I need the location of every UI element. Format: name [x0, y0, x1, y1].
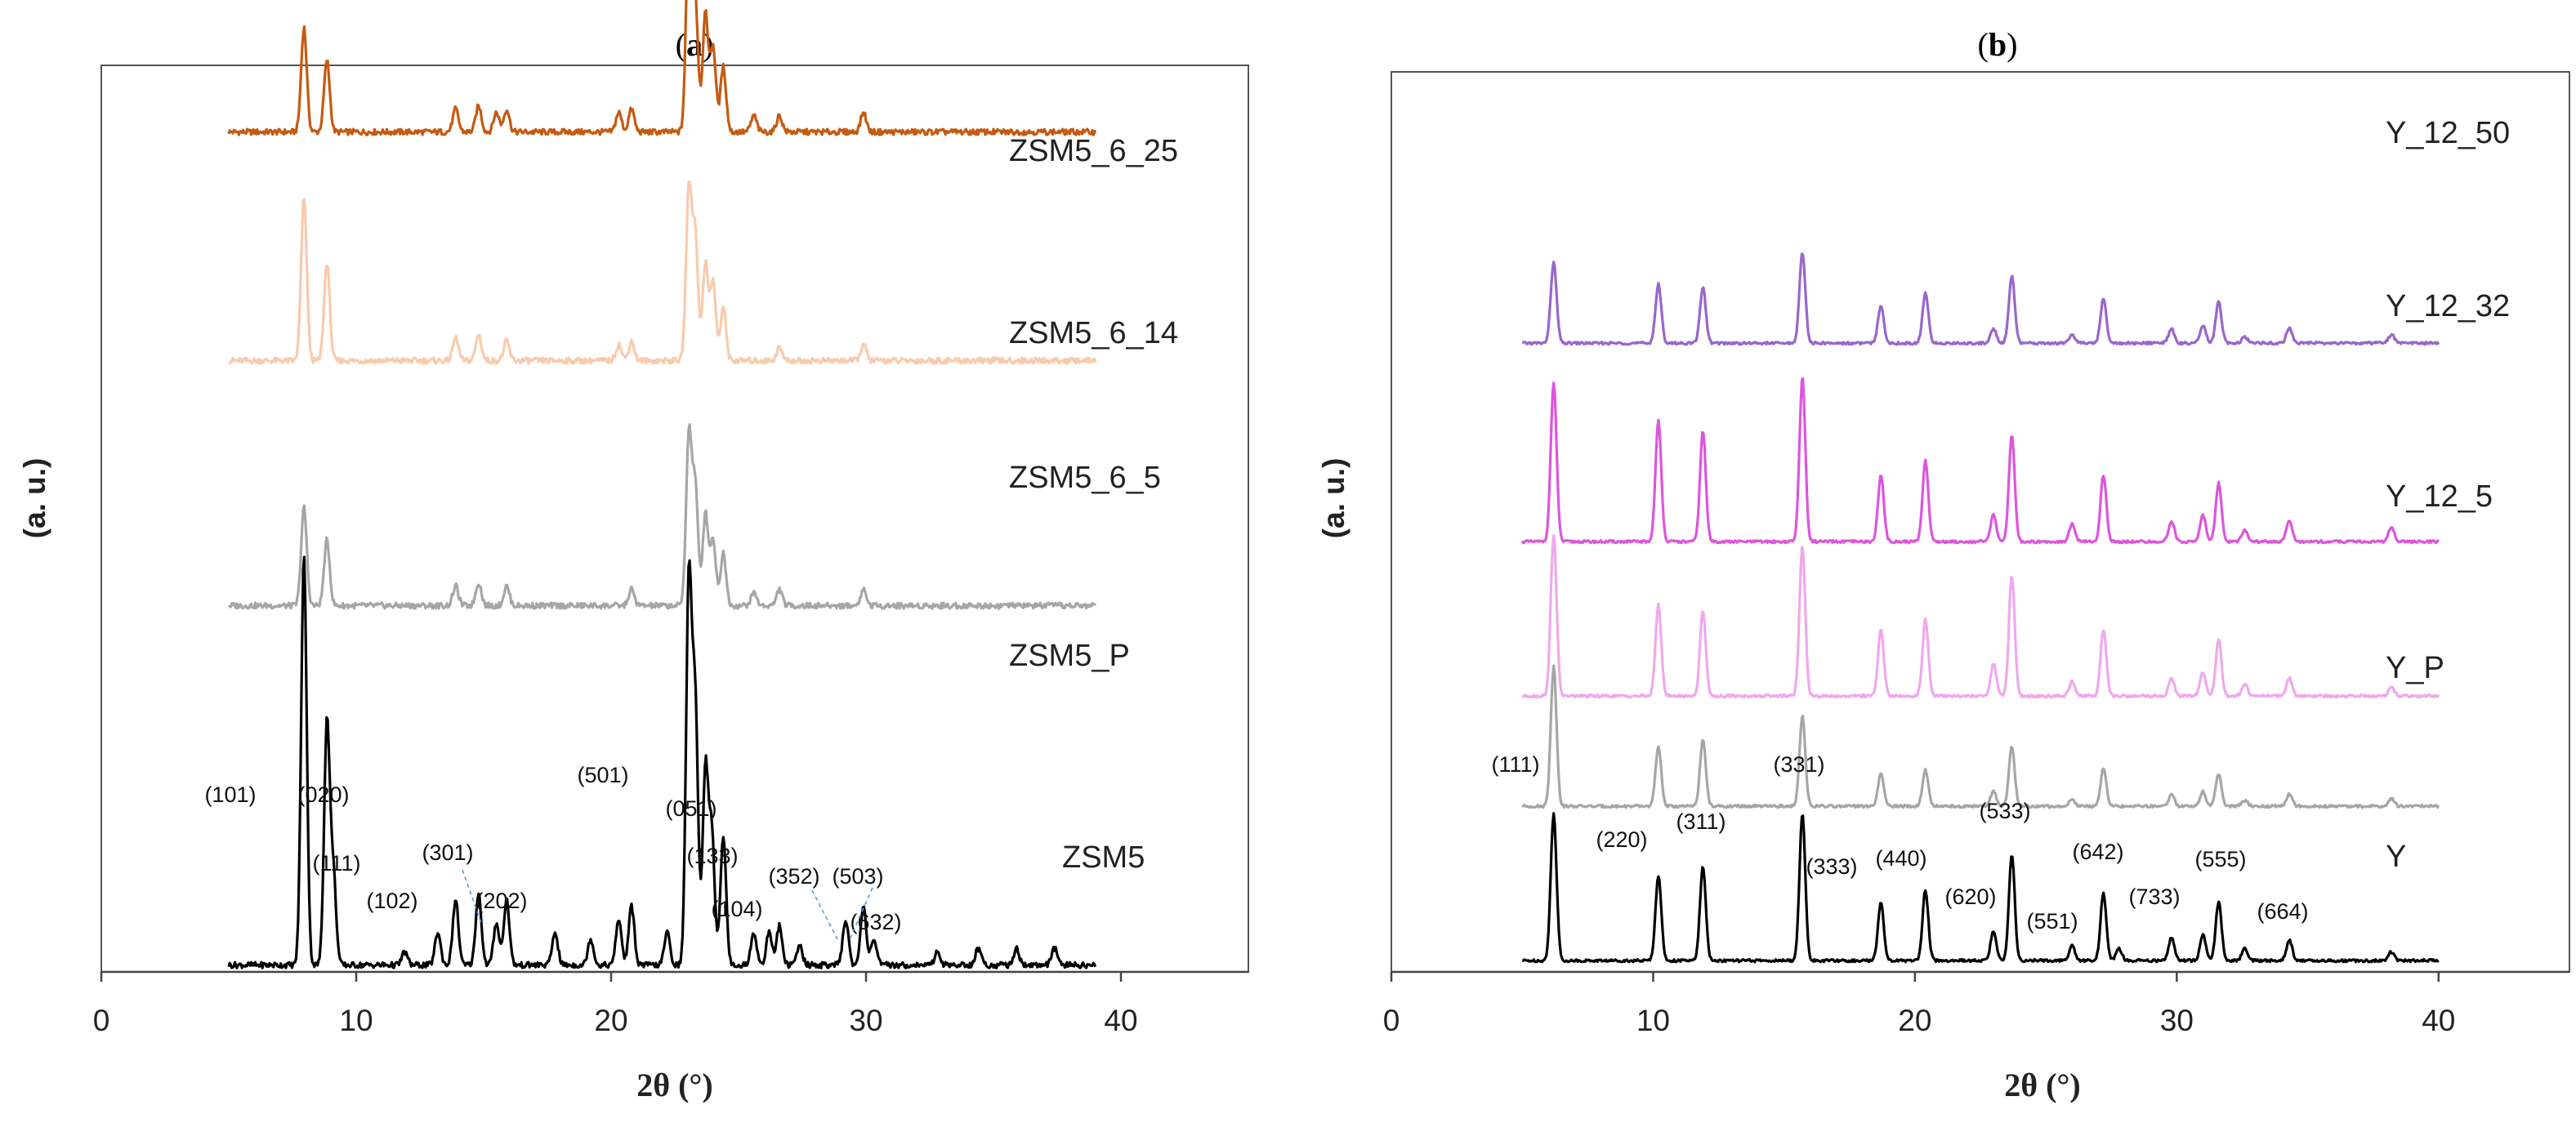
series-zsm5-p-line: [227, 423, 1097, 610]
series-label-zsm5-p: ZSM5_P: [1009, 639, 1130, 673]
hkl-label-202: (202): [475, 889, 527, 913]
series-y-12-32-line: [1520, 377, 2440, 545]
panel-a-annotations: (101) (020) (111)(102)(301)(202) (501) (051)…: [204, 763, 902, 940]
hkl-label-111: (111): [312, 851, 360, 876]
panel-b-x-tick-label-0: 0: [1383, 1004, 1400, 1037]
series-label-y-12-5: Y_12_5: [2386, 479, 2493, 514]
hkl-label-111: (111): [1491, 752, 1539, 777]
panel-b-annotations: (111) (220) (311) (331) (333) (440) (620) (533)…: [1491, 752, 2308, 934]
hkl-label-220: (220): [1596, 827, 1647, 852]
series-label-zsm5-6-14: ZSM5_6_14: [1009, 316, 1178, 350]
panel-b-frame: [1391, 71, 2570, 973]
hkl-label-620: (620): [1944, 885, 1996, 909]
series-label-zsm5: ZSM5: [1062, 840, 1145, 875]
hkl-label-632: (632): [850, 910, 901, 934]
panel-b-x-tick-label-40: 40: [2422, 1004, 2455, 1037]
panel-b-series: [1520, 252, 2440, 964]
series-label-y-12-50: Y_12_50: [2386, 116, 2510, 150]
series-y-12-50-line: [1521, 252, 2440, 346]
hkl-label-102: (102): [366, 889, 417, 913]
panel-b-x-tick-label-10: 10: [1636, 1004, 1670, 1037]
hkl-label-311: (311): [1676, 809, 1726, 834]
panel-a-series-labels: ZSM5_6_25 ZSM5_6_14 ZSM5_6_5 ZSM5_P ZSM5: [1009, 134, 1178, 875]
panel-a-x-tick-label-0: 0: [93, 1004, 110, 1037]
hkl-label-733: (733): [2128, 885, 2180, 909]
panel-a-x-tick-label-10: 10: [339, 1004, 373, 1037]
panel-a-x-tick-label-40: 40: [1104, 1004, 1137, 1037]
series-zsm5-line: [227, 555, 1097, 969]
hkl-label-551: (551): [2026, 909, 2078, 934]
hkl-label-333: (333): [1806, 854, 1857, 879]
hkl-label-503: (503): [832, 864, 883, 889]
hkl-label-533: (533): [1979, 799, 2030, 823]
panel-b-series-labels: Y_12_50 Y_12_32 Y_12_5 Y_P Y: [2386, 116, 2510, 874]
panel-b-x-ticks: 0 10 20 30 40: [1383, 972, 2455, 1037]
series-label-zsm5-6-5: ZSM5_6_5: [1009, 461, 1161, 495]
series-y-12-5-line: [1521, 533, 2440, 699]
hkl-label-331: (331): [1773, 752, 1824, 777]
series-label-y-p: Y_P: [2386, 651, 2444, 685]
panel-a: (a) 0 10 20 30 40 ZSM5_6_25ZSM5_6_14ZSM5_6_5…: [18, 0, 1249, 1103]
hkl-label-051: (051): [665, 796, 717, 821]
series-label-zsm5-6-25: ZSM5_6_25: [1009, 134, 1178, 168]
series-zsm5-6-5-line: [228, 180, 1097, 365]
hkl-leader-line: [849, 887, 873, 940]
panel-b-y-axis-title: (a. u.): [1317, 458, 1351, 539]
series-y-p-line: [1521, 664, 2440, 809]
hkl-label-020: (020): [297, 782, 349, 807]
panel-a-x-tick-label-20: 20: [594, 1004, 627, 1037]
panel-a-series: [227, 0, 1097, 969]
panel-a-frame: [100, 65, 1249, 973]
hkl-label-104: (104): [711, 897, 762, 921]
series-label-y: Y: [2386, 840, 2406, 874]
panel-b-x-tick-label-20: 20: [1898, 1004, 1931, 1037]
series-label-y-12-32: Y_12_32: [2386, 289, 2510, 323]
hkl-label-440: (440): [1875, 846, 1926, 871]
panel-a-x-ticks: 0 10 20 30 40: [93, 972, 1138, 1037]
hkl-leader-line: [811, 889, 838, 940]
panel-a-y-axis-title: (a. u.): [18, 458, 51, 539]
panel-a-x-tick-label-30: 30: [849, 1004, 882, 1037]
panel-b-title: (b): [1978, 26, 2018, 63]
hkl-label-642: (642): [2072, 840, 2123, 864]
panel-b: (b) 0 10 20 30 40 Y_12_50 Y_12_32 Y_12_5 Y_P Y (…: [1317, 26, 2570, 1103]
panel-a-x-axis-title: 2θ (°): [636, 1067, 713, 1103]
hkl-label-664: (664): [2257, 899, 2308, 924]
hkl-leader-line: [462, 869, 483, 926]
hkl-label-555: (555): [2194, 847, 2246, 871]
hkl-label-501: (501): [577, 763, 628, 787]
panel-b-x-tick-label-30: 30: [2160, 1004, 2194, 1037]
hkl-label-101: (101): [204, 782, 256, 807]
hkl-label-352: (352): [768, 864, 819, 889]
series-y-line: [1521, 812, 2440, 964]
hkl-label-133: (133): [686, 844, 738, 868]
panel-b-x-axis-title: 2θ (°): [2004, 1067, 2081, 1103]
series-zsm5-6-14-line: [227, 0, 1097, 136]
hkl-label-301: (301): [422, 840, 473, 865]
